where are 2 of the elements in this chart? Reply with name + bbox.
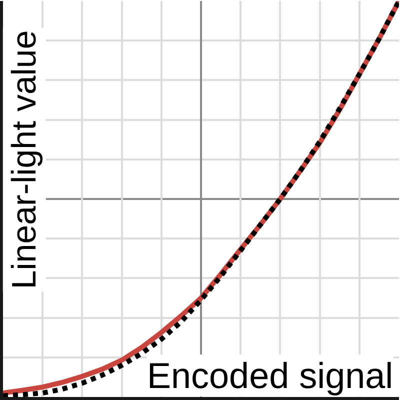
x-axis-title: Encoded signal — [147, 355, 394, 396]
y-axis-title: Linear-light value — [5, 30, 44, 290]
